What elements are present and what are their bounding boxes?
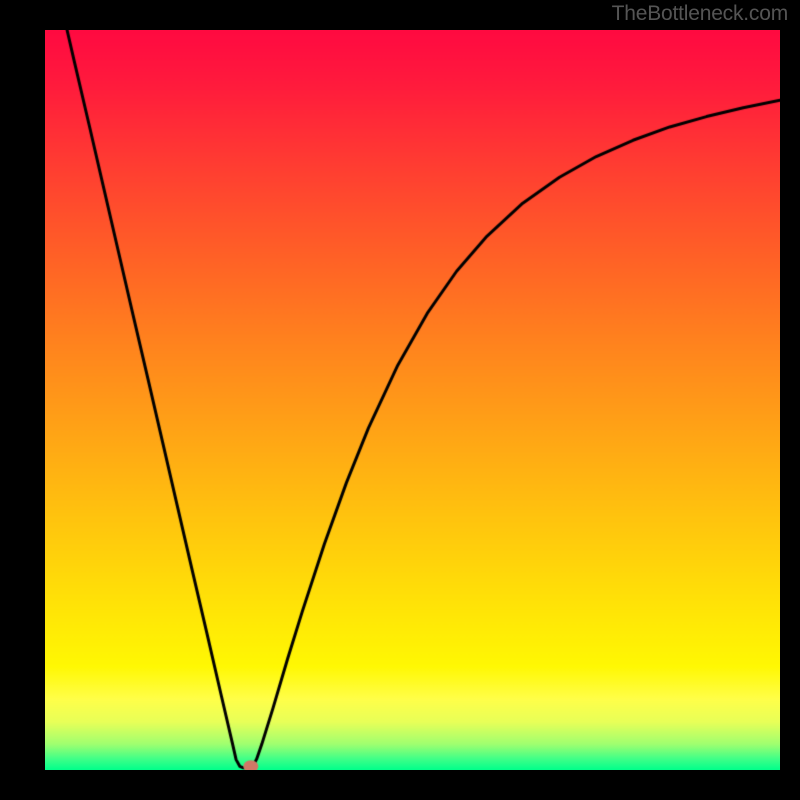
plot-area bbox=[45, 30, 780, 770]
watermark-label: TheBottleneck.com bbox=[612, 2, 788, 26]
chart-frame: TheBottleneck.com bbox=[0, 0, 800, 800]
bottleneck-curve bbox=[45, 30, 780, 770]
